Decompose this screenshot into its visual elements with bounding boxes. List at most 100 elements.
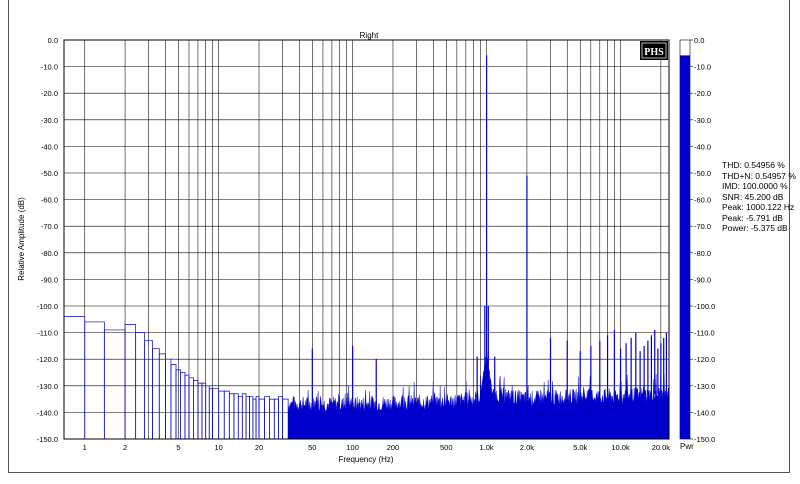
x-tick-label: 10: [215, 443, 223, 452]
x-axis-ticks: 1 2 5 10 20 50 100 200 500 1.0k 2.0k 5.0k 10.0k 20.0k: [83, 443, 671, 452]
y-tick-label: 0.0: [48, 36, 58, 45]
spectrum-bin: [193, 380, 199, 439]
stat-thd: THD: 0.54956 %: [722, 160, 785, 170]
phs-logo: PHS: [640, 41, 668, 60]
y-tick-label: -70.0: [41, 222, 58, 231]
spectrum-bin: [223, 390, 230, 439]
power-tick-label: -60.0: [694, 196, 711, 205]
y-tick-label: -110.0: [37, 329, 58, 338]
power-tick-label: -10.0: [694, 63, 711, 72]
spectrum-bin: [218, 390, 225, 439]
y-tick-label: -130.0: [37, 382, 58, 391]
chart-grid: [64, 39, 669, 440]
x-tick-label: 5.0k: [573, 443, 587, 452]
spectrum-bin: [269, 398, 275, 439]
x-tick-label: 5: [176, 443, 180, 452]
power-scale-bar: 0.0 -10.0 -20.0 -30.0 -40.0 -50.0 -60.0 -70.0 -8…: [679, 36, 715, 451]
x-tick-label: 500: [440, 443, 453, 452]
spectrum-bin: [180, 372, 186, 439]
plot-border: [63, 39, 670, 440]
spectrum-bin: [278, 396, 283, 439]
spectrum-bin: [184, 374, 190, 439]
spectrum-bin: [233, 393, 239, 439]
measurement-stats: THD: 0.54956 % THD+N: 0.54957 % IMD: 100…: [722, 160, 796, 234]
spectrum-bin: [273, 398, 279, 439]
power-tick-label: -130.0: [694, 382, 715, 391]
spectrum-bin: [282, 398, 289, 439]
x-tick-label: 10.0k: [611, 443, 630, 452]
y-tick-label: -80.0: [41, 249, 58, 258]
spectrum-bin: [255, 396, 260, 439]
power-tick-label: -20.0: [694, 89, 711, 98]
power-tick-label: -140.0: [694, 408, 715, 417]
spectrum-bin: [241, 393, 247, 439]
power-tick-label: -30.0: [694, 116, 711, 125]
y-tick-label: -90.0: [41, 275, 58, 284]
y-tick-label: -30.0: [41, 116, 58, 125]
spectrum-bin: [201, 382, 207, 439]
spectrum-bin: [212, 388, 220, 439]
power-tick-label: -40.0: [694, 142, 711, 151]
spectrum-bin: [103, 329, 126, 439]
spectrum-bin: [208, 388, 213, 439]
stat-power: Power: -5.375 dB: [722, 223, 788, 233]
stat-peak-level: Peak: -5.791 dB: [722, 212, 783, 223]
chart-title: Right: [360, 31, 379, 40]
spectrum-bin: [158, 353, 166, 439]
logo-text: PHS: [644, 47, 664, 58]
x-tick-label: 20.0k: [652, 443, 671, 452]
spectrum-bin: [124, 324, 137, 439]
y-tick-label: -140.0: [37, 408, 58, 417]
spectrum-bin: [63, 316, 86, 439]
stat-thdn: THD+N: 0.54957 %: [722, 170, 796, 181]
power-tick-label: -100.0: [694, 302, 715, 311]
stat-imd: IMD: 100.0000 %: [722, 181, 788, 191]
spectrum-bin: [258, 398, 265, 439]
spectrum-bin: [84, 321, 105, 439]
spectrum-bin: [228, 393, 235, 439]
x-tick-label: 200: [387, 443, 400, 452]
stat-peak-frequency: Peak: 1000.122 Hz: [722, 202, 795, 212]
y-tick-label: -60.0: [41, 196, 58, 205]
y-axis-label: Relative Amplitude (dB): [17, 197, 26, 281]
spectrum-bin: [170, 364, 177, 439]
x-axis-label: Frequency (Hz): [338, 455, 393, 464]
x-tick-label: 100: [346, 443, 359, 452]
spectrum-bin: [165, 358, 172, 439]
power-tick-label: -90.0: [694, 275, 711, 284]
spectrum-bin: [264, 396, 270, 439]
spectrum-bin: [252, 398, 257, 439]
y-tick-label: -20.0: [41, 89, 58, 98]
power-tick-label: -120.0: [694, 355, 715, 364]
x-tick-label: 2: [123, 443, 127, 452]
power-scale-ticks: 0.0 -10.0 -20.0 -30.0 -40.0 -50.0 -60.0 -70.0 -8…: [690, 36, 715, 444]
power-bar-fill: [680, 55, 690, 440]
x-tick-label: 50: [308, 443, 316, 452]
spectral-peaks: [311, 55, 668, 405]
y-tick-label: -50.0: [41, 169, 58, 178]
y-tick-label: -100.0: [37, 302, 58, 311]
y-tick-label: -120.0: [37, 355, 58, 364]
power-tick-label: 0.0: [694, 36, 704, 45]
spectrum-bin: [245, 396, 250, 439]
spectrum-bin: [197, 382, 203, 439]
y-axis-ticks: 0.0 -10.0 -20.0 -30.0 -40.0 -50.0 -60.0 -70.0 -8…: [37, 36, 58, 444]
spectrum-bin: [249, 396, 254, 439]
stat-snr: SNR: 45.200 dB: [722, 191, 784, 202]
x-tick-label: 1: [83, 443, 87, 452]
noise-floor: [287, 350, 670, 440]
power-tick-label: -80.0: [694, 249, 711, 258]
y-tick-label: -40.0: [41, 142, 58, 151]
power-tick-label: -150.0: [694, 435, 715, 444]
low-frequency-steps: [63, 316, 289, 439]
power-tick-label: -70.0: [694, 222, 711, 231]
y-tick-label: -10.0: [41, 63, 58, 72]
y-tick-label: -150.0: [37, 435, 58, 444]
spectrum-bin: [152, 348, 160, 439]
x-tick-label: 2.0k: [520, 443, 534, 452]
power-tick-label: -110.0: [694, 329, 715, 338]
x-tick-label: 1.0k: [480, 443, 494, 452]
x-tick-label: 20: [255, 443, 263, 452]
power-tick-label: -50.0: [694, 169, 711, 178]
